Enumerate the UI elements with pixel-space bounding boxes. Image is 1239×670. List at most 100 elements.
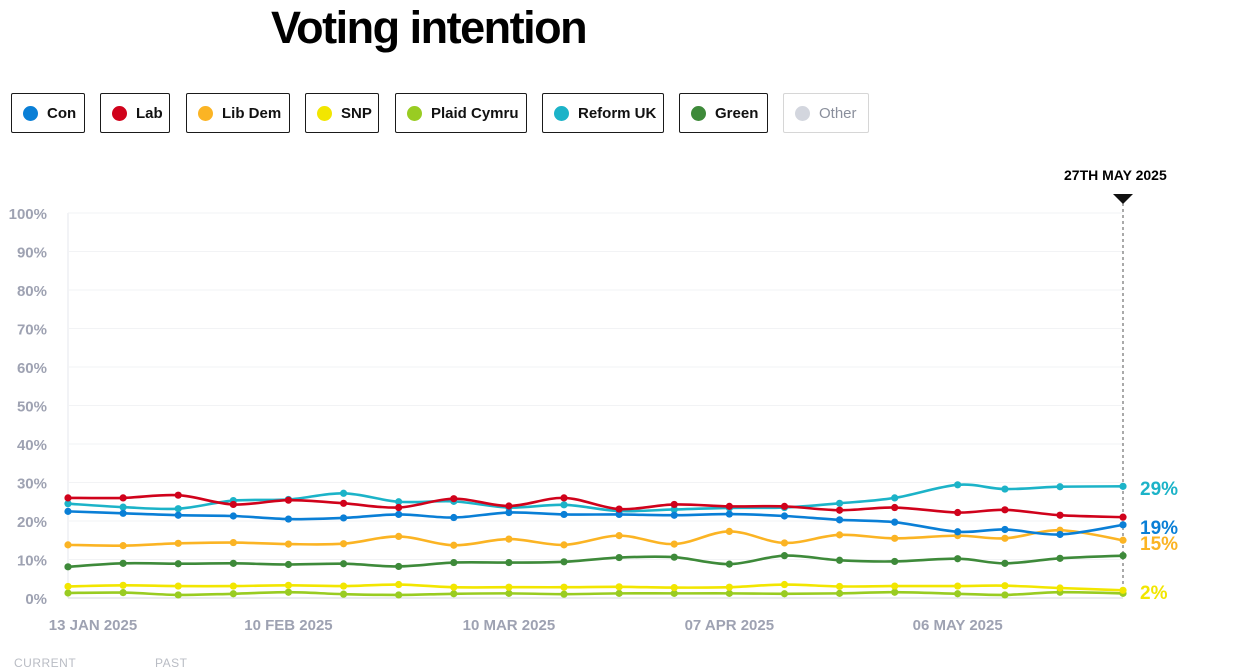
data-point-green <box>229 559 237 567</box>
y-tick-label: 50% <box>17 399 47 416</box>
data-point-lab <box>1119 513 1127 521</box>
data-point-lib-dem <box>395 532 403 541</box>
data-point-con <box>954 528 962 536</box>
data-point-lab <box>174 491 182 499</box>
data-point-con <box>835 516 844 524</box>
data-point-snp <box>780 580 789 589</box>
data-point-reform-uk <box>1001 485 1009 493</box>
data-point-snp <box>670 584 678 592</box>
data-point-con <box>1056 530 1064 539</box>
data-point-lab <box>1056 511 1064 519</box>
data-point-reform-uk <box>560 501 568 509</box>
data-point-snp <box>119 581 127 589</box>
data-point-plaid-cymru <box>339 590 348 598</box>
y-tick-label: 30% <box>17 476 47 493</box>
data-point-plaid-cymru <box>64 589 72 597</box>
legend-toggle-lib-dem[interactable]: Lib Dem <box>186 93 290 133</box>
data-point-green <box>339 560 348 568</box>
data-point-lib-dem <box>505 535 513 543</box>
data-point-con <box>560 510 568 519</box>
end-value-label-reform-uk: 29% <box>1140 479 1178 500</box>
legend-label: Other <box>819 104 857 122</box>
x-tick-label: 07 APR 2025 <box>685 617 775 634</box>
y-tick-label: 80% <box>17 283 47 300</box>
data-point-reform-uk <box>174 505 182 513</box>
data-point-reform-uk <box>64 500 72 508</box>
data-point-lib-dem <box>450 541 458 549</box>
data-point-lib-dem <box>780 539 789 547</box>
x-tick-label: 13 JAN 2025 <box>49 617 137 634</box>
data-point-con <box>450 513 458 522</box>
data-point-lab <box>450 495 458 503</box>
data-point-green <box>284 560 293 569</box>
legend-toggle-reform-uk[interactable]: Reform UK <box>542 93 664 133</box>
data-point-green <box>119 559 127 567</box>
data-point-lib-dem <box>835 531 844 539</box>
data-point-plaid-cymru <box>725 589 733 597</box>
legend-toggle-con[interactable]: Con <box>11 93 85 133</box>
data-point-snp <box>64 582 72 591</box>
data-point-lab <box>835 506 844 514</box>
data-point-snp <box>339 582 348 590</box>
legend-dot-icon <box>691 105 706 121</box>
data-point-plaid-cymru <box>835 589 844 597</box>
footer-current-label: CURRENT <box>14 656 77 670</box>
data-point-snp <box>174 582 182 590</box>
data-point-con <box>229 512 237 520</box>
data-point-lib-dem <box>284 540 293 548</box>
legend-label: Con <box>47 104 77 122</box>
legend-toggle-plaid-cymru[interactable]: Plaid Cymru <box>395 93 527 133</box>
data-point-lib-dem <box>339 540 348 548</box>
data-point-reform-uk <box>395 498 403 506</box>
data-point-green <box>450 558 458 567</box>
legend-dot-icon <box>112 105 127 121</box>
data-point-lab <box>284 496 293 504</box>
data-point-reform-uk <box>339 489 348 497</box>
legend-toggle-lab[interactable]: Lab <box>100 93 170 133</box>
data-point-lab <box>119 494 127 502</box>
data-point-plaid-cymru <box>780 590 789 598</box>
data-point-snp <box>505 583 513 591</box>
data-point-snp <box>1056 584 1064 592</box>
current-date-marker-label: 27TH MAY 2025 <box>1064 167 1167 183</box>
data-point-snp <box>615 583 623 591</box>
data-point-lab <box>560 494 568 502</box>
data-point-lib-dem <box>1001 534 1009 542</box>
data-point-con <box>505 508 513 517</box>
data-point-lab <box>229 500 237 509</box>
data-point-plaid-cymru <box>229 590 237 598</box>
data-point-lab <box>505 502 513 510</box>
data-point-lib-dem <box>725 527 733 535</box>
data-point-snp <box>229 582 237 590</box>
data-point-snp <box>1119 586 1127 594</box>
data-point-con <box>284 515 293 523</box>
legend-toggle-other[interactable]: Other <box>783 93 869 133</box>
data-point-lib-dem <box>670 540 678 548</box>
legend-toggle-snp[interactable]: SNP <box>305 93 379 133</box>
data-point-con <box>174 511 182 519</box>
data-point-plaid-cymru <box>174 591 182 599</box>
series-line-plaid-cymru <box>66 590 1125 597</box>
data-point-con <box>725 510 733 518</box>
data-point-green <box>1001 559 1009 567</box>
legend-toggle-green[interactable]: Green <box>679 93 768 133</box>
data-point-con <box>1119 521 1127 529</box>
y-tick-label: 40% <box>17 437 47 454</box>
data-point-con <box>615 510 623 519</box>
data-point-lib-dem <box>1119 536 1127 544</box>
current-date-marker-triangle-icon <box>1113 194 1133 204</box>
legend-label: Plaid Cymru <box>431 104 519 122</box>
data-point-reform-uk <box>954 481 962 489</box>
data-point-reform-uk <box>670 505 678 514</box>
legend-label: Reform UK <box>578 104 657 122</box>
data-point-green <box>780 552 789 560</box>
legend-label: SNP <box>341 104 372 122</box>
data-point-reform-uk <box>835 499 844 507</box>
data-point-snp <box>395 580 403 589</box>
data-point-snp <box>725 583 733 591</box>
data-point-plaid-cymru <box>954 590 962 598</box>
data-point-plaid-cymru <box>891 588 899 596</box>
data-point-plaid-cymru <box>670 589 678 597</box>
end-value-label-con: 19% <box>1140 518 1178 539</box>
data-point-lib-dem <box>891 534 899 542</box>
